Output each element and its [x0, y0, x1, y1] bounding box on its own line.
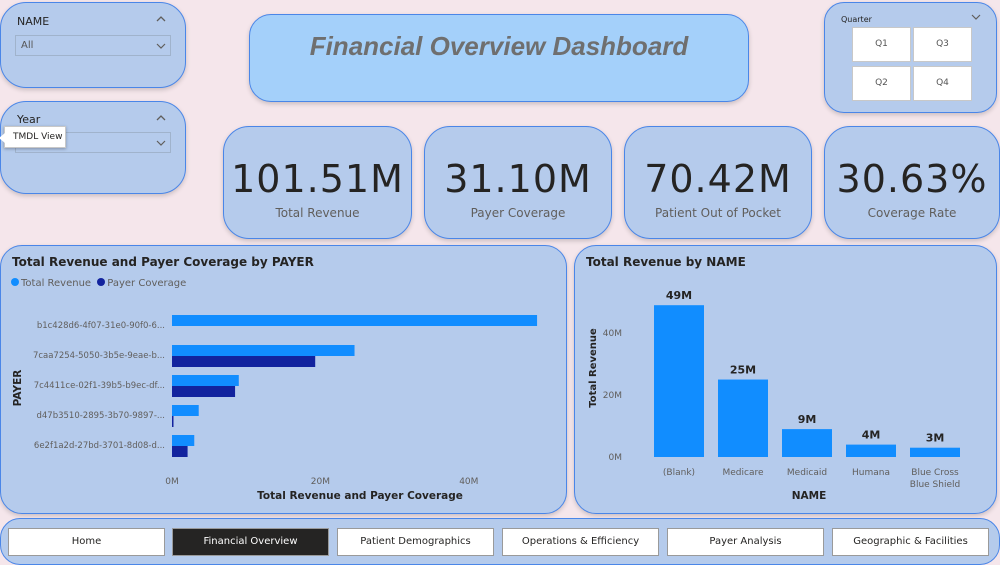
bar [172, 315, 538, 326]
payer-bar-chart: b1c428d6-4f07-31e0-90f0-6... 7caa7254-505… [12, 315, 538, 502]
kpi-label: Coverage Rate [867, 206, 957, 220]
data-label: 9M [798, 413, 817, 426]
kpi-value: 31.10M [444, 157, 592, 201]
x-tick-label: Blue Cross Blue Shield [910, 468, 960, 490]
x-axis-title: NAME [792, 490, 827, 502]
chevron-up-icon[interactable] [155, 112, 167, 124]
year-slicer-title: Year [17, 113, 41, 126]
y-tick-label: b1c428d6-4f07-31e0-90f0-6... [37, 321, 165, 331]
page-title: Financial Overview Dashboard [309, 31, 689, 61]
y-tick-label: 20M [603, 391, 622, 401]
quarter-button-q3[interactable]: Q3 [913, 27, 972, 62]
bar [172, 356, 316, 367]
y-tick-label: 0M [609, 453, 623, 463]
x-tick-label: Medicaid [787, 468, 827, 478]
kpi-value: 30.63% [836, 157, 988, 201]
kpi-label: Total Revenue [275, 206, 360, 220]
bar [718, 379, 768, 457]
x-tick-label: Medicare [722, 468, 763, 478]
kpi-patient-out-of-pocket: 70.42M Patient Out of Pocket [624, 126, 812, 239]
legend-item: Payer Coverage [97, 278, 186, 289]
quarter-slicer-title: Quarter [841, 15, 872, 24]
quarter-button-q1[interactable]: Q1 [852, 27, 911, 62]
bar [172, 446, 188, 457]
y-tick-label: 7c4411ce-02f1-39b5-b9ec-df... [34, 381, 165, 391]
y-axis-title: Total Revenue [588, 328, 599, 408]
bar [172, 416, 174, 427]
legend-label: Total Revenue [21, 278, 92, 289]
name-slicer: NAME All [0, 2, 186, 88]
kpi-value: 101.51M [231, 157, 404, 201]
data-label: 3M [926, 432, 945, 445]
x-tick-label: 20M [311, 477, 330, 487]
x-tick-label: (Blank) [663, 468, 695, 478]
page-navigation: Home Financial Overview Patient Demograp… [0, 518, 1000, 565]
bar [654, 305, 704, 457]
payer-chart-panel: Total Revenue and Payer Coverage by PAYE… [0, 245, 567, 514]
kpi-label: Payer Coverage [470, 206, 566, 220]
y-axis-title: PAYER [12, 370, 24, 407]
kpi-coverage-rate: 30.63% Coverage Rate [824, 126, 1000, 239]
y-tick-label: 6e2f1a2d-27bd-3701-8d08-d... [34, 441, 165, 451]
bar [172, 345, 355, 356]
y-tick-label: 7caa7254-5050-3b5e-9eae-b... [33, 351, 165, 361]
nav-financial-overview[interactable]: Financial Overview [172, 528, 329, 556]
nav-patient-demographics[interactable]: Patient Demographics [337, 528, 494, 556]
nav-payer-analysis[interactable]: Payer Analysis [667, 528, 824, 556]
data-label: 25M [730, 364, 756, 377]
legend-item: Total Revenue [11, 278, 91, 289]
chart-title: Total Revenue and Payer Coverage by PAYE… [12, 255, 314, 269]
title-banner: Financial Overview Dashboard [249, 14, 749, 102]
chart-legend: Total Revenue Payer Coverage [11, 278, 189, 289]
chevron-down-icon [156, 43, 166, 49]
nav-geographic-facilities[interactable]: Geographic & Facilities [832, 528, 989, 556]
kpi-payer-coverage: 31.10M Payer Coverage [424, 126, 612, 239]
x-axis-title: Total Revenue and Payer Coverage [257, 490, 463, 502]
kpi-total-revenue: 101.51M Total Revenue [223, 126, 412, 239]
kpi-label: Patient Out of Pocket [655, 206, 781, 220]
bar [172, 405, 199, 416]
tmdl-view-tooltip: TMDL View [0, 126, 66, 148]
data-label: 4M [862, 429, 881, 442]
chevron-down-icon [156, 140, 166, 146]
name-dropdown[interactable]: All [15, 35, 171, 56]
quarter-slicer: Quarter Q1 Q3 Q2 Q4 [824, 2, 997, 113]
name-bar-chart: 0M 20M 40M 49M (Blank) 25M Medicare 9M Medicaid 4… [588, 289, 960, 502]
data-label: 49M [666, 289, 692, 302]
bar [172, 375, 239, 386]
x-tick-label: Humana [852, 468, 890, 478]
bar [782, 429, 832, 457]
bar [172, 386, 236, 397]
x-tick-label: 0M [165, 477, 179, 487]
name-slicer-title: NAME [17, 15, 50, 28]
name-chart-panel: Total Revenue by NAME 0M 20M 40M 49M (Blank)… [574, 245, 997, 514]
chevron-down-icon[interactable] [970, 11, 982, 23]
legend-dot-icon [97, 278, 106, 286]
y-tick-label: d47b3510-2895-3b70-9897-... [37, 411, 166, 421]
chart-title: Total Revenue by NAME [586, 255, 746, 269]
chevron-up-icon[interactable] [155, 13, 167, 25]
quarter-button-q2[interactable]: Q2 [852, 66, 911, 101]
name-dropdown-value: All [21, 40, 34, 51]
nav-home[interactable]: Home [8, 528, 165, 556]
nav-operations-efficiency[interactable]: Operations & Efficiency [502, 528, 659, 556]
legend-label: Payer Coverage [107, 278, 187, 289]
bar [910, 447, 960, 457]
y-tick-label: 40M [603, 329, 622, 339]
quarter-button-q4[interactable]: Q4 [913, 66, 972, 101]
bar [846, 444, 896, 457]
bar [172, 435, 195, 446]
legend-dot-icon [11, 278, 19, 286]
x-tick-label: 40M [459, 477, 478, 487]
kpi-value: 70.42M [644, 157, 792, 201]
